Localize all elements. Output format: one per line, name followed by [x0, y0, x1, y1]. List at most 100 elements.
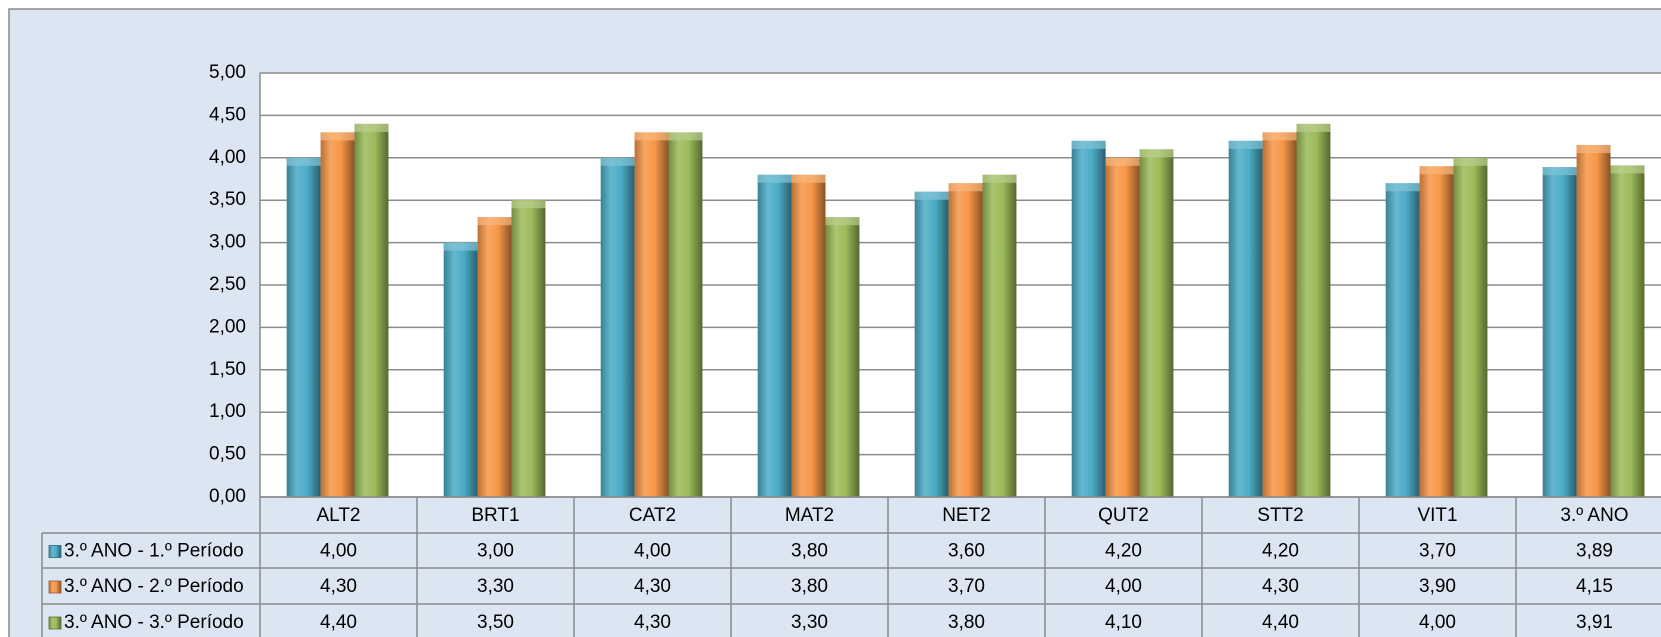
y-tick-label: 2,00 [209, 316, 246, 337]
table-value: 4,20 [1105, 541, 1142, 562]
table-value: 3,90 [1419, 576, 1456, 597]
x-tick-label: ALT2 [316, 505, 360, 526]
table-value: 3,30 [791, 612, 828, 633]
bar-top [1296, 123, 1331, 132]
bar [1385, 183, 1420, 498]
table-value: 3,80 [791, 541, 828, 562]
legend-swatch [48, 545, 62, 558]
y-tick-label: 4,50 [209, 104, 246, 125]
table-value: 3,00 [477, 541, 514, 562]
bar [1228, 140, 1263, 497]
table-value: 4,00 [320, 541, 357, 562]
bar-top [634, 132, 669, 141]
bar [1610, 165, 1645, 497]
legend-label: 3.º ANO - 1.º Período [64, 541, 244, 562]
table-value: 4,30 [634, 612, 671, 633]
table-value: 4,00 [634, 541, 671, 562]
table-value: 4,40 [1262, 612, 1299, 633]
x-tick-label: CAT2 [629, 505, 676, 526]
bar-top [825, 217, 860, 226]
bar-top [1542, 167, 1577, 176]
bar-top [1385, 183, 1420, 192]
bar-top [477, 217, 512, 226]
y-tick-label: 1,50 [209, 359, 246, 380]
table-value: 3,70 [1419, 541, 1456, 562]
bar [1139, 149, 1174, 497]
bar-top [1071, 140, 1106, 149]
table-value: 4,10 [1105, 612, 1142, 633]
bar-top [1576, 145, 1611, 154]
legend-swatch [48, 616, 62, 630]
bar [286, 157, 321, 498]
legend-label: 3.º ANO - 2.º Período [64, 576, 244, 597]
bar [477, 217, 512, 497]
bar-top [668, 132, 703, 141]
bar-top [286, 157, 321, 166]
bar-top [1419, 166, 1454, 175]
bar-top [1139, 149, 1174, 158]
table-value: 3,91 [1576, 612, 1613, 633]
bar-top [914, 191, 949, 200]
bar [443, 242, 478, 497]
bar [982, 174, 1017, 497]
bar [668, 132, 703, 498]
x-tick-label: QUT2 [1098, 505, 1149, 526]
bar-top [948, 183, 983, 192]
y-tick-label: 5,00 [209, 62, 246, 83]
x-tick-label: STT2 [1257, 505, 1303, 526]
bar [354, 123, 389, 497]
bar [511, 200, 546, 497]
table-body [42, 533, 1661, 637]
table-value: 4,15 [1576, 576, 1613, 597]
bar-top [1453, 157, 1488, 166]
bar [1262, 132, 1297, 498]
bar-top [443, 242, 478, 251]
bar [914, 191, 949, 497]
bar [320, 132, 355, 498]
bar [791, 174, 826, 497]
bar-top [982, 174, 1017, 183]
bar [757, 174, 792, 497]
y-tick-label: 3,50 [209, 189, 246, 210]
y-tick-label: 0,50 [209, 444, 246, 465]
bar [1105, 157, 1140, 498]
x-tick-label: MAT2 [785, 505, 834, 526]
bar-top [354, 123, 389, 132]
y-tick-label: 0,00 [209, 486, 246, 507]
bar [1576, 145, 1611, 497]
table-value: 3,60 [948, 541, 985, 562]
table-value: 3,80 [948, 612, 985, 633]
bar-top [1228, 140, 1263, 149]
bar [825, 217, 860, 497]
bar-top [757, 174, 792, 183]
bar [948, 183, 983, 498]
table-value: 4,30 [634, 576, 671, 597]
bar [600, 157, 635, 498]
table-value: 4,20 [1262, 541, 1299, 562]
table-value: 4,30 [320, 576, 357, 597]
bar-top [1610, 165, 1645, 174]
table-value: 3,80 [791, 576, 828, 597]
legend-label: 3.º ANO - 3.º Período [64, 612, 244, 633]
table-value: 4,00 [1105, 576, 1142, 597]
table-value: 4,00 [1419, 612, 1456, 633]
bar-top [791, 174, 826, 183]
table-value: 4,30 [1262, 576, 1299, 597]
table-value: 3,70 [948, 576, 985, 597]
bar [1296, 123, 1331, 497]
bar [1542, 167, 1577, 498]
x-tick-label: NET2 [942, 505, 991, 526]
y-tick-label: 3,00 [209, 232, 246, 253]
table-value: 3,30 [477, 576, 514, 597]
bar-top [1105, 157, 1140, 166]
x-tick-label: VIT1 [1417, 505, 1457, 526]
bar-top [320, 132, 355, 141]
bar [634, 132, 669, 498]
legend-swatch [48, 580, 62, 594]
x-tick-label: BRT1 [471, 505, 519, 526]
bar-top [511, 200, 546, 209]
bar [1071, 140, 1106, 497]
table-value: 3,89 [1576, 541, 1613, 562]
